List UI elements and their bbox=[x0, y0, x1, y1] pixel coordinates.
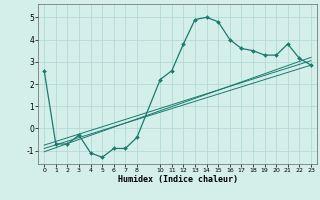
X-axis label: Humidex (Indice chaleur): Humidex (Indice chaleur) bbox=[118, 175, 238, 184]
